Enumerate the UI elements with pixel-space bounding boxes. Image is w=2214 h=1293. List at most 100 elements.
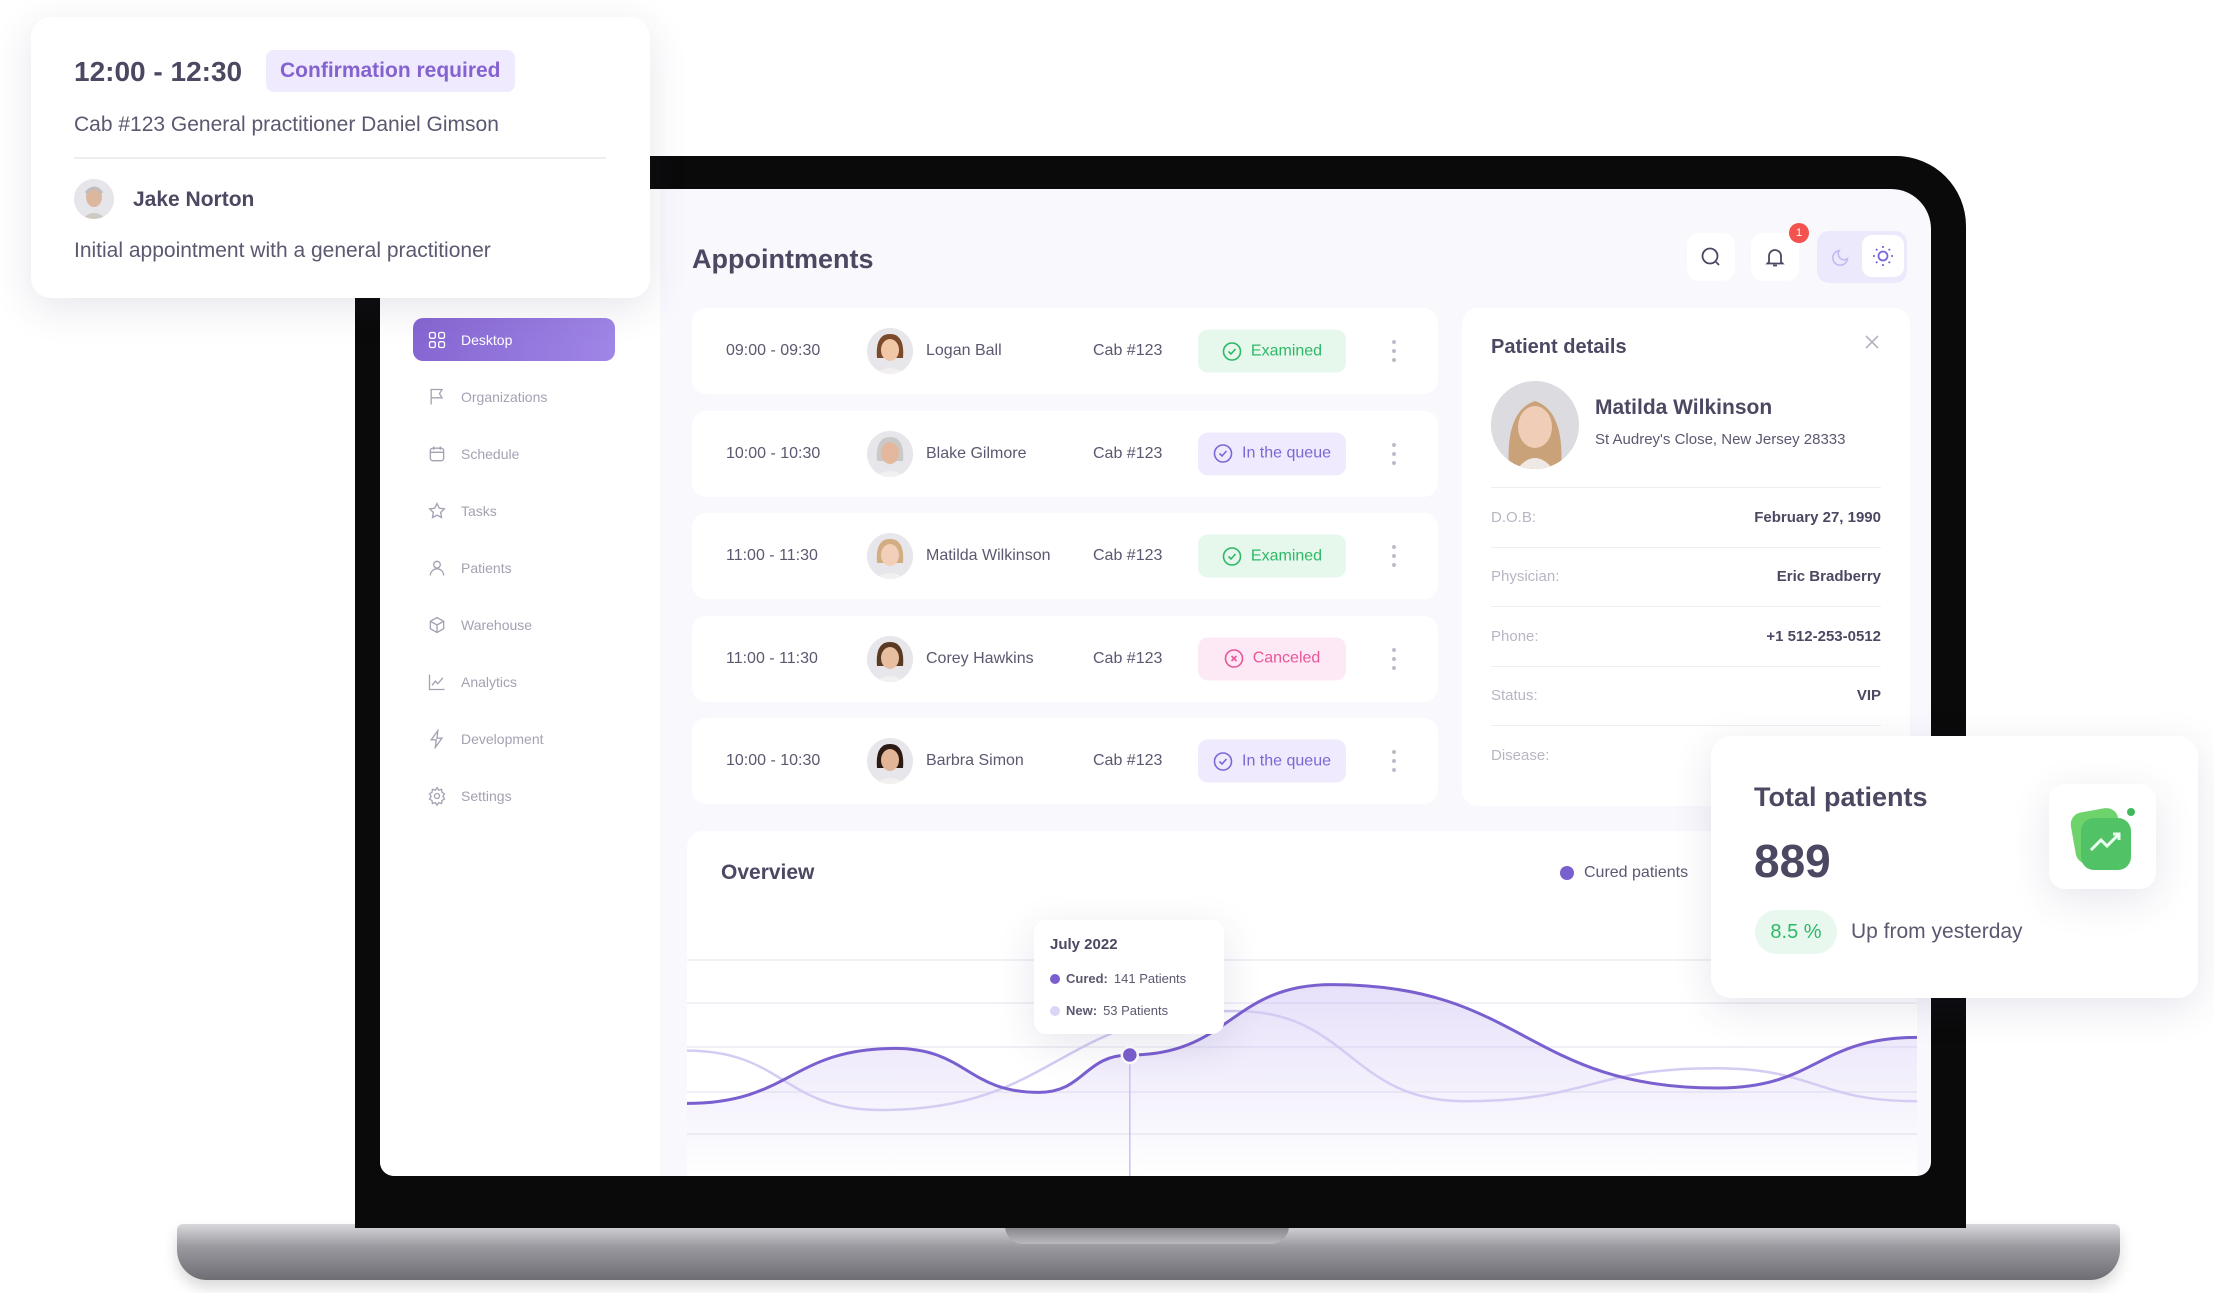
field-value: +1 512-253-0512 xyxy=(1766,627,1881,645)
appointment-popup[interactable]: 12:00 - 12:30 Confirmation required Cab … xyxy=(31,17,650,298)
sun-icon xyxy=(1873,246,1893,266)
patient-name: Matilda Wilkinson xyxy=(1595,396,1773,419)
cabinet: Cab #123 xyxy=(1093,342,1163,359)
field-value: Eric Bradberry xyxy=(1776,568,1881,585)
more-options-icon[interactable] xyxy=(1392,545,1398,567)
patient-field-physician: Physician: Eric Bradberry xyxy=(1491,546,1881,606)
chart-legend: Cured patients xyxy=(1560,864,1688,882)
sidebar-item-organizations[interactable]: Organizations xyxy=(413,375,615,418)
appointment-time: 10:00 - 10:30 xyxy=(726,752,821,769)
patient-field-dob: D.O.B: February 27, 1990 xyxy=(1491,487,1881,546)
bell-icon xyxy=(1765,249,1785,267)
appointment-row[interactable]: 11:00 - 11:30 Matilda Wilkinson Cab #123… xyxy=(692,513,1438,599)
change-badge: 8.5 % xyxy=(1755,910,1837,954)
sidebar-item-label: Settings xyxy=(461,787,512,804)
flag-icon xyxy=(430,388,444,404)
x-circle-icon xyxy=(1224,649,1243,668)
cabinet: Cab #123 xyxy=(1093,547,1163,564)
sidebar-item-label: Schedule xyxy=(461,445,520,462)
status-badge: Examined xyxy=(1198,329,1346,373)
user-icon xyxy=(429,560,445,576)
sidebar-item-label: Warehouse xyxy=(461,616,533,633)
sidebar-item-label: Analytics xyxy=(461,673,518,690)
patient-avatar xyxy=(867,430,913,477)
patient-field-status: Status: VIP xyxy=(1491,665,1881,725)
field-label: Disease: xyxy=(1491,746,1550,764)
field-label: Status: xyxy=(1491,687,1538,704)
bolt-icon xyxy=(429,728,444,749)
patient-avatar xyxy=(1491,381,1579,469)
popup-patient-name: Jake Norton xyxy=(133,188,255,211)
patient-avatar xyxy=(867,738,913,784)
chart-icon xyxy=(428,674,445,690)
sidebar-item-tasks[interactable]: Tasks xyxy=(413,489,615,532)
tooltip-new-value: 53 Patients xyxy=(1103,1003,1169,1018)
patient-name: Barbra Simon xyxy=(926,752,1024,769)
sidebar-item-patients[interactable]: Patients xyxy=(413,546,615,589)
field-value: VIP xyxy=(1856,687,1881,704)
tooltip-cured-label: Cured: xyxy=(1066,971,1108,986)
laptop-notch xyxy=(1005,1224,1289,1244)
appointment-row[interactable]: 10:00 - 10:30 Blake Gilmore Cab #123 In … xyxy=(692,410,1438,497)
gear-icon xyxy=(428,785,446,806)
more-options-icon[interactable] xyxy=(1392,442,1398,465)
calendar-icon xyxy=(429,446,445,461)
total-patients-card: Total patients 889 8.5 % Up from yesterd… xyxy=(1711,736,2198,998)
trend-up-icon xyxy=(2070,808,2135,870)
status-badge: In the queue xyxy=(1198,432,1346,475)
patient-avatar xyxy=(74,179,114,219)
more-options-icon[interactable] xyxy=(1392,340,1398,362)
field-value: February 27, 1990 xyxy=(1754,508,1881,526)
more-options-icon[interactable] xyxy=(1392,647,1398,670)
tooltip-cured-value: 141 Patients xyxy=(1113,971,1187,986)
appointment-row[interactable]: 10:00 - 10:30 Barbra Simon Cab #123 In t… xyxy=(692,718,1438,804)
patient-avatar xyxy=(867,635,913,682)
box-icon xyxy=(429,616,445,633)
total-patients-value: 889 xyxy=(1754,835,1831,887)
popup-details: Cab #123 General practitioner Daniel Gim… xyxy=(74,113,499,136)
status-badge: In the queue xyxy=(1198,739,1346,783)
sidebar-item-analytics[interactable]: Analytics xyxy=(413,660,615,703)
patient-name: Blake Gilmore xyxy=(926,444,1027,462)
tooltip-title: July 2022 xyxy=(1050,936,1118,953)
sidebar-item-label: Desktop xyxy=(461,331,513,348)
app-screen: Desktop Organizations Schedule Tasks Patient… xyxy=(380,189,1931,1176)
status-label: Canceled xyxy=(1252,649,1321,667)
sidebar-item-label: Tasks xyxy=(461,502,497,519)
patient-address: St Audrey's Close, New Jersey 28333 xyxy=(1595,431,1846,448)
close-icon[interactable] xyxy=(1864,334,1880,350)
notifications-button[interactable]: 1 xyxy=(1751,223,1809,281)
status-label: Examined xyxy=(1250,342,1323,359)
tooltip-new-label: New: xyxy=(1066,1003,1098,1018)
grid-icon xyxy=(428,331,446,348)
new-dot xyxy=(1050,1005,1060,1016)
search-button[interactable] xyxy=(1687,233,1735,281)
appointment-row[interactable]: 11:00 - 11:30 Corey Hawkins Cab #123 Can… xyxy=(692,615,1438,702)
divider xyxy=(74,157,606,159)
light-mode-button[interactable] xyxy=(1862,235,1904,277)
check-circle-icon xyxy=(1213,751,1233,771)
patient-avatar xyxy=(867,533,913,579)
sidebar-item-schedule[interactable]: Schedule xyxy=(413,432,615,475)
moon-icon[interactable] xyxy=(1830,246,1852,268)
legend-swatch xyxy=(1560,866,1574,880)
sidebar-item-desktop[interactable]: Desktop xyxy=(413,318,615,361)
patient-name: Matilda Wilkinson xyxy=(926,547,1051,564)
notification-badge: 1 xyxy=(1789,223,1809,243)
popup-time: 12:00 - 12:30 xyxy=(74,56,243,87)
patient-details-card: Patient details Matilda Wilkinson St Aud… xyxy=(1462,308,1910,806)
status-label: In the queue xyxy=(1242,444,1331,462)
page-title: Appointments xyxy=(692,244,874,274)
more-options-icon[interactable] xyxy=(1392,750,1398,772)
cabinet: Cab #123 xyxy=(1093,752,1163,769)
sidebar-item-warehouse[interactable]: Warehouse xyxy=(413,603,615,646)
sidebar: Desktop Organizations Schedule Tasks Patient… xyxy=(380,189,660,1176)
appointment-row[interactable]: 09:00 - 09:30 Logan Ball Cab #123 Examin… xyxy=(692,308,1438,394)
sidebar-item-development[interactable]: Development xyxy=(413,717,615,760)
status-label: In the queue xyxy=(1242,752,1331,769)
popup-description: Initial appointment with a general pract… xyxy=(74,239,491,262)
status-badge: Examined xyxy=(1198,534,1346,578)
patient-name: Corey Hawkins xyxy=(926,649,1034,667)
theme-toggle[interactable] xyxy=(1817,231,1907,283)
sidebar-item-settings[interactable]: Settings xyxy=(413,774,615,817)
